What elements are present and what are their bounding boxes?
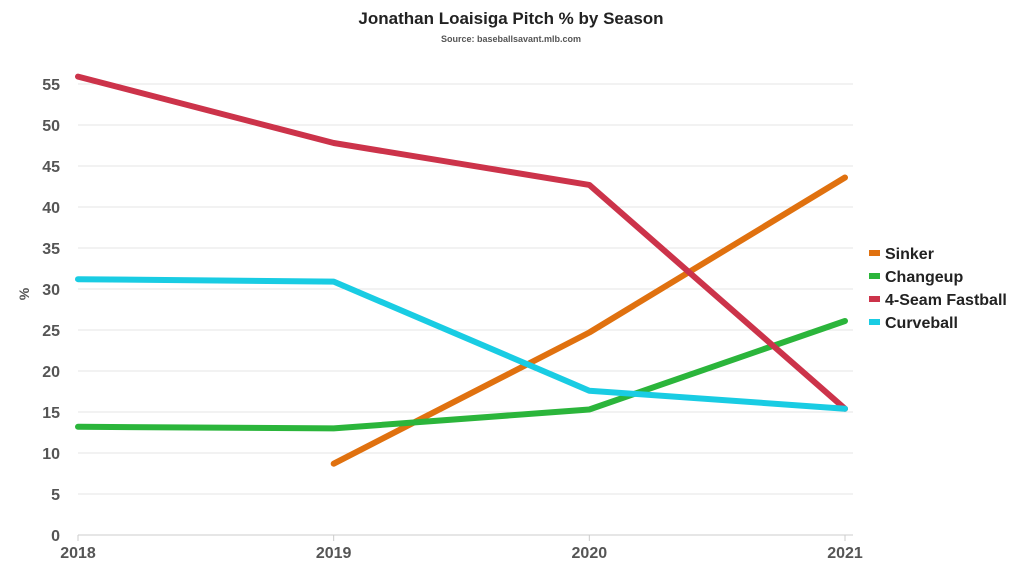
y-tick-label: 45 — [42, 159, 60, 176]
x-tick-label: 2019 — [316, 545, 352, 562]
series-line-changeup — [75, 318, 848, 432]
y-tick-label: 10 — [42, 446, 60, 463]
x-tick-label: 2021 — [827, 545, 863, 562]
series-line-4-seam-fastball — [75, 73, 848, 412]
y-tick-label: 55 — [42, 77, 60, 94]
chart-subtitle: Source: baseballsavant.mlb.com — [441, 34, 581, 44]
y-tick-label: 15 — [42, 405, 60, 422]
y-tick-label: 0 — [51, 528, 60, 545]
series-line-curveball — [75, 276, 848, 412]
chart-title: Jonathan Loaisiga Pitch % by Season — [358, 9, 663, 28]
legend-label: 4-Seam Fastball — [885, 292, 1007, 309]
x-tick-labels: 2018 2019 2020 2021 — [60, 535, 863, 562]
y-tick-label: 50 — [42, 118, 60, 135]
gridlines — [78, 83, 853, 536]
y-tick-label: 30 — [42, 282, 60, 299]
y-tick-label: 5 — [51, 487, 60, 504]
legend: Sinker Changeup 4-Seam Fastball Curveball — [869, 246, 1007, 332]
legend-label: Changeup — [885, 269, 963, 286]
y-tick-label: 25 — [42, 323, 60, 340]
legend-label: Curveball — [885, 315, 958, 332]
series-lines — [75, 73, 848, 467]
y-tick-labels: 0 5 10 15 20 25 30 35 40 45 50 55 — [42, 77, 60, 545]
y-tick-label: 20 — [42, 364, 60, 381]
x-tick-label: 2020 — [572, 545, 608, 562]
y-tick-label: 40 — [42, 200, 60, 217]
y-tick-label: 35 — [42, 241, 60, 258]
legend-label: Sinker — [885, 246, 934, 263]
y-axis-label: % — [16, 287, 32, 300]
x-tick-label: 2018 — [60, 545, 96, 562]
